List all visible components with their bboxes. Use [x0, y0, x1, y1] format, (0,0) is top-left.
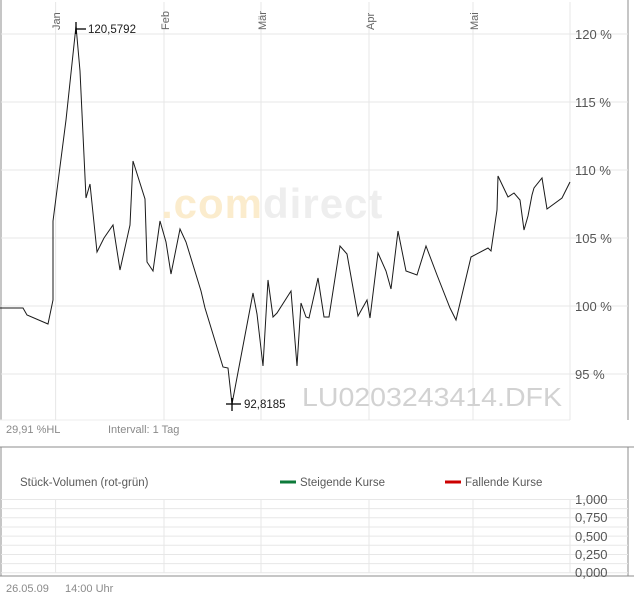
- svg-text:14:00 Uhr: 14:00 Uhr: [65, 583, 114, 595]
- svg-text:29,91 %HL: 29,91 %HL: [6, 424, 60, 436]
- svg-text:105 %: 105 %: [575, 231, 612, 246]
- svg-text:Mai: Mai: [469, 12, 481, 30]
- svg-text:115 %: 115 %: [575, 95, 611, 110]
- svg-text:95 %: 95 %: [575, 367, 605, 382]
- svg-text:LU0203243414.DFK: LU0203243414.DFK: [302, 382, 563, 412]
- svg-text:Mär: Mär: [257, 11, 269, 30]
- svg-text:Jan: Jan: [51, 12, 63, 30]
- svg-text:0,250: 0,250: [575, 547, 608, 562]
- svg-text:Apr: Apr: [365, 13, 377, 30]
- svg-text:0,500: 0,500: [575, 529, 608, 544]
- svg-text:92,8185: 92,8185: [244, 399, 286, 411]
- svg-text:120 %: 120 %: [575, 27, 612, 42]
- svg-text:Feb: Feb: [160, 11, 172, 30]
- svg-text:Stück-Volumen (rot-grün): Stück-Volumen (rot-grün): [20, 477, 149, 489]
- svg-text:1,000: 1,000: [575, 492, 608, 507]
- svg-text:0,750: 0,750: [575, 510, 608, 525]
- svg-text:110 %: 110 %: [575, 163, 611, 178]
- svg-text:100 %: 100 %: [575, 299, 612, 314]
- svg-text:120,5792: 120,5792: [88, 24, 136, 36]
- svg-text:Fallende Kurse: Fallende Kurse: [465, 477, 542, 489]
- svg-text:.comdirect: .comdirect: [161, 180, 383, 227]
- svg-text:Intervall: 1 Tag: Intervall: 1 Tag: [108, 424, 179, 436]
- svg-text:26.05.09: 26.05.09: [6, 583, 49, 595]
- svg-text:Steigende Kurse: Steigende Kurse: [300, 477, 385, 489]
- svg-text:0,000: 0,000: [575, 565, 608, 580]
